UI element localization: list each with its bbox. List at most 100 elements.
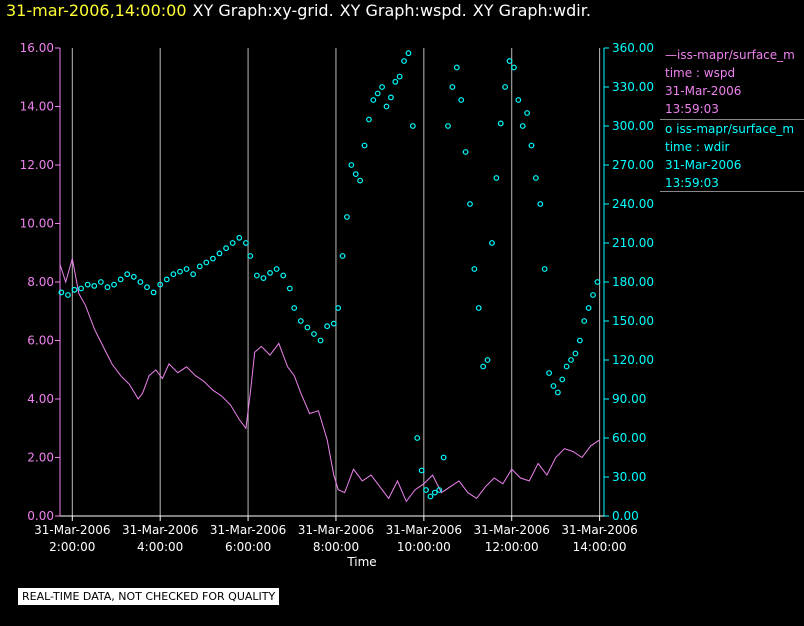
legend-wspd-date: 31-Mar-2006 [665,84,742,98]
x-tick-label-date: 31-Mar-2006 [34,523,110,537]
legend-separator [660,119,804,120]
data-point-wdir [330,320,337,327]
header-graph-label-xy-grid: XY Graph:xy-grid. [192,1,334,20]
legend-wdir-date: 31-Mar-2006 [665,158,742,172]
data-point-wdir [497,120,504,127]
legend-wspd-var: time : wspd [665,66,736,80]
y-right-tick-label: 30.00 [612,470,646,484]
data-point-wdir [374,90,381,97]
data-point-wdir [177,268,183,275]
x-tick-label-date: 31-Mar-2006 [298,523,374,537]
data-point-wdir [163,276,170,283]
data-point-wdir [58,289,65,296]
data-point-wdir [84,281,91,288]
data-point-wdir [568,357,574,363]
y-left-tick-label: 12.00 [20,158,54,172]
data-point-wdir [242,240,249,246]
data-point-wdir [344,214,350,220]
y-left-tick-label: 14.00 [20,100,54,114]
data-point-wdir [65,292,71,298]
data-point-wdir [366,116,372,123]
x-tick-label-date: 31-Mar-2006 [561,523,637,537]
x-tick-label-time: 4:00:00 [137,540,183,554]
data-point-wdir [273,266,280,272]
data-point-wdir [150,289,157,296]
data-point-wdir [590,292,596,298]
data-point-wdir [462,149,469,155]
data-point-wdir [453,64,460,71]
data-point-wdir [431,489,438,496]
legend-wspd-name: iss-mapr/surface_m [677,48,795,62]
data-point-wdir [104,284,111,291]
data-point-wdir [594,279,601,285]
y-right-tick-label: 330.00 [612,80,654,94]
legend-wdir-marker: o [665,122,673,136]
quality-disclaimer: REAL-TIME DATA, NOT CHECKED FOR QUALITY [18,588,280,605]
data-point-wdir [546,370,552,376]
y-right-tick-label: 270.00 [612,158,654,172]
y-right-tick-label: 90.00 [612,392,646,406]
legend-wspd-title: —iss-mapr/surface_m [665,46,804,64]
data-point-wdir [563,363,570,370]
legend-wspd-marker: — [665,48,677,62]
series-line-wspd [59,258,600,503]
data-point-wdir [170,271,177,278]
data-point-wdir [324,323,331,330]
data-point-wdir [97,279,104,285]
data-point-wdir [436,487,443,493]
data-point-wdir [475,305,482,311]
y-right-tick-label: 180.00 [612,275,654,289]
data-point-wdir [317,337,324,344]
data-point-wdir [297,318,304,324]
x-tick-label-date: 31-Mar-2006 [210,523,286,537]
data-point-wdir [383,103,390,110]
data-point-wdir [537,201,544,207]
y-right-tick-label: 240.00 [612,197,654,211]
data-point-wdir [387,94,394,101]
x-tick-label-time: 8:00:00 [313,540,359,554]
data-point-wdir [379,84,385,90]
data-point-wdir [210,255,216,262]
data-point-wdir [190,271,197,278]
data-point-wdir [449,84,456,90]
data-point-wdir [260,275,267,282]
y-right-tick-label: 300.00 [612,119,654,133]
legend-separator [660,191,804,192]
data-point-wdir [427,493,434,500]
data-point-wdir [361,142,368,149]
data-point-wdir [532,175,539,181]
data-point-wdir [405,50,412,57]
data-point-wdir [440,454,447,461]
x-tick-label-time: 6:00:00 [225,540,271,554]
data-point-wdir [203,259,210,266]
data-point-wdir [418,467,425,474]
data-point-wdir [396,73,403,80]
x-tick-label-date: 31-Mar-2006 [122,523,198,537]
data-point-wdir [196,263,203,270]
y-left-tick-label: 8.00 [27,275,54,289]
legend-entry-wspd: —iss-mapr/surface_m time : wspd 31-Mar-2… [665,46,804,118]
data-point-wdir [502,84,509,90]
data-point-wdir [554,389,561,396]
data-point-wdir [71,286,78,293]
data-point-wdir [524,110,531,116]
legend-wdir-title: o iss-mapr/surface_m [665,120,804,138]
data-point-wdir [124,271,131,278]
data-point-wdir [484,357,491,363]
data-point-wdir [183,266,190,272]
data-point-wdir [223,245,230,252]
data-point-wdir [559,376,566,383]
data-point-wdir [352,171,359,178]
data-point-wdir [216,250,223,257]
data-point-wdir [157,281,164,288]
data-point-wdir [78,285,84,292]
data-point-wdir [528,142,535,149]
header-graph-label-wdir: XY Graph:wdir. [472,1,591,20]
y-left-tick-label: 10.00 [20,217,54,231]
data-point-wdir [253,272,260,279]
data-point-wdir [144,284,150,291]
data-point-wdir [267,270,273,276]
y-right-tick-label: 0.00 [612,509,639,523]
legend-entry-wdir: o iss-mapr/surface_m time : wdir 31-Mar-… [665,120,804,192]
